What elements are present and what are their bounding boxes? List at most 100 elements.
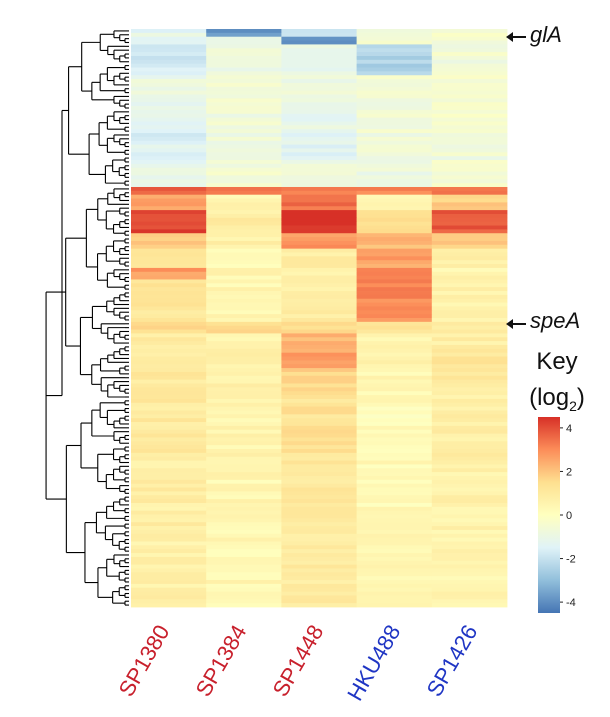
heat-cell [281,291,357,296]
heat-cell [206,472,282,477]
heat-cell [281,283,357,288]
heat-cell [281,576,357,581]
heat-cell [131,79,207,84]
heat-cell [131,583,207,589]
heat-cell [131,429,207,434]
heat-cell [431,402,508,408]
heat-cell [356,603,433,608]
heat-cell [281,194,357,199]
heat-cell [431,348,508,354]
heat-cell [206,502,282,508]
heat-cell [206,387,282,392]
heat-cell [431,86,508,92]
heat-cell [356,572,433,577]
heat-cell [206,98,282,103]
heat-cell [131,591,207,596]
heat-cell [431,283,508,288]
heat-cell [431,452,508,458]
heat-cell [431,375,508,381]
heat-cell [356,264,433,269]
heat-cell [431,310,508,315]
heat-cell [431,213,508,219]
heat-cell [281,429,357,434]
heat-cell [431,55,508,61]
heat-cell [281,252,357,257]
heat-cell [131,321,207,327]
heat-cell [431,260,508,265]
heat-cell [431,160,508,165]
heat-cell [131,221,207,226]
heat-cell [206,529,282,535]
heat-cell [356,86,433,92]
heat-cell [281,156,357,161]
heat-cell [206,163,282,169]
heat-cell [356,160,433,165]
heat-cell [431,294,508,300]
heat-cell [356,283,433,288]
heat-cell [131,302,207,307]
heat-cell [431,117,508,122]
heat-cell [356,356,433,361]
heat-cell [431,221,508,226]
heat-cell [281,160,357,165]
heat-cell [431,583,508,589]
heat-cell [131,229,207,234]
heat-cell [281,275,357,280]
heat-cell [131,410,207,415]
heat-cell [206,279,282,284]
heat-cell [356,275,433,280]
heat-cell [281,422,357,427]
heat-cell [206,55,282,61]
heat-cell [281,591,357,596]
heat-cell [206,156,282,161]
heat-cell [206,167,282,172]
heat-cell [431,464,508,469]
heat-cell [356,549,433,554]
heat-cell [431,368,508,373]
heat-cell [206,556,282,562]
heat-cell [281,556,357,562]
heat-cell [131,368,207,373]
heat-cell [431,94,508,99]
key-tick-label: 4 [566,423,572,435]
heat-cell [281,171,357,176]
heat-cell [206,213,282,219]
color-key-gradient [538,417,560,613]
heat-cell [131,506,207,512]
heat-cell [356,337,433,342]
heat-cell [131,414,207,419]
heat-cell [206,264,282,269]
heat-cell [356,464,433,469]
heat-cell [356,90,433,95]
heat-cell [431,194,508,199]
row-dendrogram [45,30,129,606]
heat-cell [356,375,433,381]
heat-cell [281,271,357,277]
heat-cell [356,291,433,296]
heat-cell [356,82,433,88]
heat-cell [206,360,282,365]
heat-cell [131,456,207,461]
heat-cell [131,445,207,450]
heat-cell [281,148,357,153]
heat-cell [356,452,433,458]
heat-cell [206,40,282,45]
heat-cell [131,449,207,454]
heat-cell [356,229,433,234]
heat-cell [356,395,433,400]
heat-cell [206,406,282,411]
heat-cell [356,129,433,134]
heat-cell [356,518,433,523]
heat-cell [281,186,357,192]
heat-cell [281,360,357,365]
heat-cell [131,545,207,550]
heat-cell [281,395,357,400]
heat-cell [206,117,282,122]
heat-cell [431,433,508,438]
heat-cell [431,318,508,323]
heat-cell [431,364,508,369]
heat-cell [356,202,433,207]
heat-cell [356,59,433,65]
heat-cell [281,179,357,184]
heat-cell [206,533,282,539]
